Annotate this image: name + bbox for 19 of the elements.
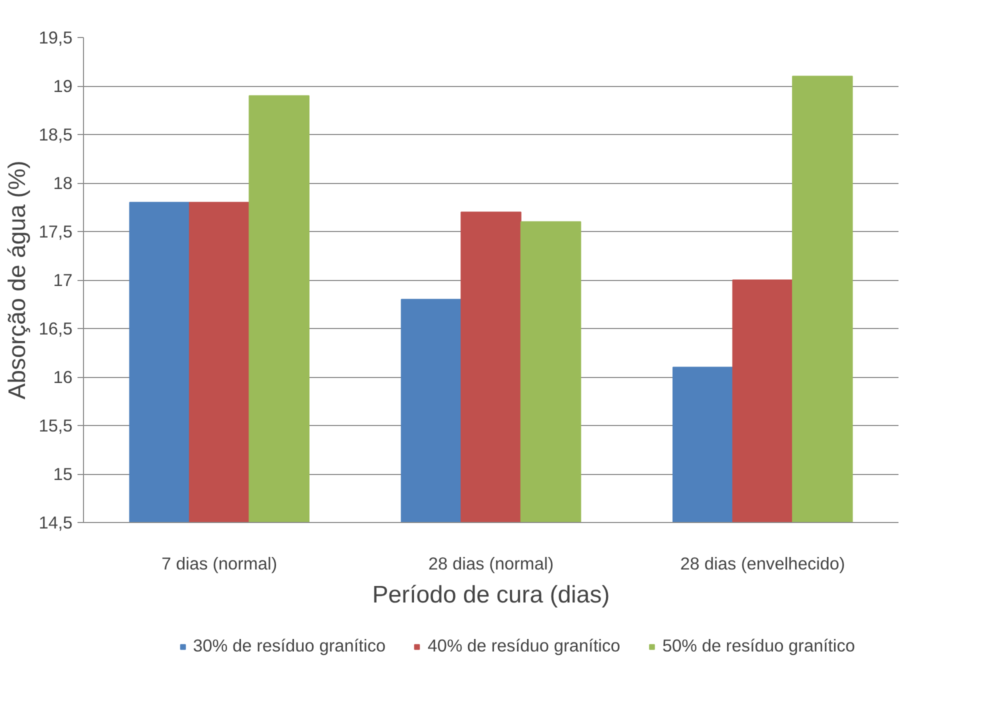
x-axis-title: Período de cura (dias) (372, 582, 610, 608)
y-tick-label: 17,5 (38, 222, 73, 242)
y-tick-label: 16,5 (38, 318, 73, 338)
y-tick-label: 17 (53, 270, 73, 290)
y-tick-label: 15,5 (38, 416, 73, 436)
y-tick-label: 19,5 (38, 28, 73, 48)
y-tick-label: 16 (53, 367, 73, 387)
legend-label: 50% de resíduo granítico (662, 636, 856, 656)
y-axis-title: Absorção de água (%) (4, 160, 31, 400)
y-tick-label: 18,5 (38, 124, 73, 144)
x-tick-label: 28 dias (envelhecido) (680, 554, 846, 574)
x-tick-label: 28 dias (normal) (428, 554, 554, 574)
x-tick-label: 7 dias (normal) (162, 554, 278, 574)
y-tick-label: 19 (53, 76, 73, 96)
y-tick-label: 14,5 (38, 512, 73, 532)
legend-label: 30% de resíduo granítico (192, 636, 386, 656)
y-tick-label: 18 (53, 173, 73, 193)
y-tick-label: 15 (53, 464, 73, 484)
legend-label: 40% de resíduo granítico (428, 636, 620, 656)
